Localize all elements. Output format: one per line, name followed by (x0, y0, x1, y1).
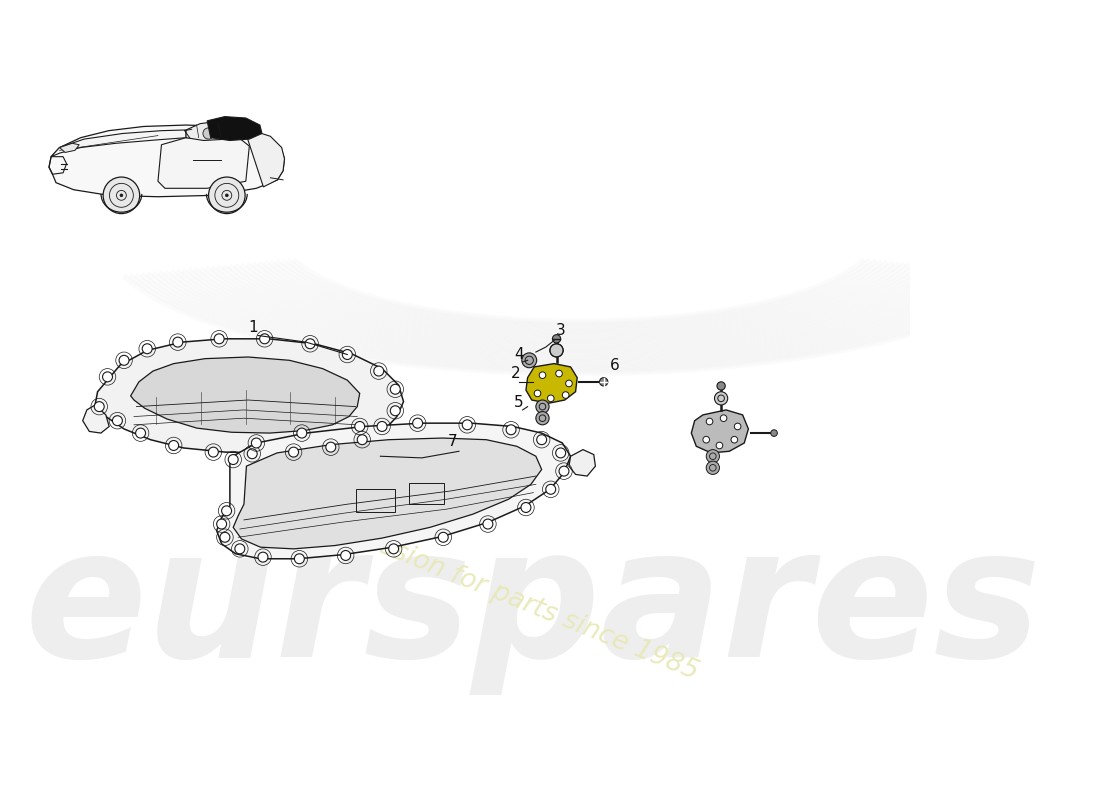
Text: 6: 6 (610, 358, 620, 374)
Polygon shape (233, 438, 541, 549)
Circle shape (706, 461, 719, 474)
Circle shape (168, 441, 178, 450)
Circle shape (226, 194, 228, 197)
Circle shape (355, 422, 365, 431)
Circle shape (556, 448, 565, 458)
Circle shape (600, 378, 608, 386)
Polygon shape (59, 143, 79, 153)
Polygon shape (526, 364, 578, 403)
Circle shape (556, 370, 562, 377)
Circle shape (462, 420, 472, 430)
Circle shape (717, 382, 725, 390)
Circle shape (535, 390, 541, 397)
Circle shape (258, 552, 268, 562)
Circle shape (377, 422, 387, 431)
Circle shape (548, 395, 554, 402)
Circle shape (706, 450, 719, 463)
Circle shape (228, 454, 239, 465)
Circle shape (341, 550, 351, 561)
Circle shape (220, 532, 230, 542)
Circle shape (288, 447, 298, 457)
Circle shape (536, 411, 549, 425)
Circle shape (142, 344, 152, 354)
Circle shape (536, 400, 549, 414)
Circle shape (438, 532, 448, 542)
Text: 3: 3 (556, 323, 565, 338)
Bar (355, 490, 395, 513)
Circle shape (326, 442, 336, 452)
Circle shape (735, 423, 741, 430)
Text: 1: 1 (249, 320, 257, 335)
Circle shape (297, 428, 307, 438)
Polygon shape (158, 138, 250, 188)
Circle shape (95, 402, 104, 411)
Circle shape (208, 447, 218, 457)
Circle shape (295, 554, 305, 564)
Circle shape (559, 466, 569, 476)
Circle shape (217, 519, 227, 529)
Circle shape (388, 544, 398, 554)
Text: 5: 5 (515, 394, 524, 410)
Circle shape (521, 502, 531, 513)
Circle shape (506, 425, 516, 434)
Polygon shape (131, 357, 360, 433)
Circle shape (305, 339, 315, 349)
Circle shape (235, 544, 245, 554)
Circle shape (209, 177, 245, 214)
Circle shape (539, 372, 546, 378)
Circle shape (102, 372, 112, 382)
Polygon shape (217, 423, 571, 558)
Polygon shape (95, 339, 404, 453)
Text: eurspares: eurspares (25, 518, 1042, 694)
Circle shape (483, 519, 493, 529)
Circle shape (260, 334, 270, 344)
Circle shape (716, 442, 723, 449)
Circle shape (703, 436, 710, 443)
Circle shape (720, 415, 727, 422)
Circle shape (112, 416, 122, 426)
Circle shape (202, 128, 215, 139)
Circle shape (412, 418, 422, 428)
Polygon shape (186, 121, 239, 141)
Circle shape (537, 434, 547, 445)
Polygon shape (245, 130, 285, 187)
Circle shape (120, 194, 123, 197)
Circle shape (252, 438, 262, 448)
Polygon shape (51, 130, 186, 157)
Circle shape (732, 436, 738, 443)
Polygon shape (569, 450, 595, 476)
Text: 2: 2 (512, 366, 520, 382)
Circle shape (135, 428, 145, 438)
Polygon shape (50, 125, 285, 197)
Circle shape (173, 337, 183, 347)
Circle shape (552, 334, 561, 343)
Bar (409, 482, 444, 504)
Circle shape (550, 344, 563, 357)
Polygon shape (691, 410, 748, 453)
Polygon shape (82, 405, 109, 433)
Circle shape (358, 434, 367, 445)
Circle shape (521, 353, 537, 368)
Circle shape (771, 430, 778, 436)
Text: a passion for parts since 1985: a passion for parts since 1985 (323, 512, 702, 685)
Circle shape (248, 449, 257, 458)
Polygon shape (207, 117, 262, 141)
Circle shape (706, 418, 713, 425)
Text: 4: 4 (515, 346, 524, 362)
Circle shape (221, 506, 231, 516)
Text: 7: 7 (448, 434, 458, 450)
Circle shape (374, 366, 384, 376)
Circle shape (390, 384, 400, 394)
Circle shape (562, 392, 569, 398)
Circle shape (715, 392, 728, 405)
Circle shape (390, 406, 400, 416)
Circle shape (565, 380, 572, 386)
Circle shape (103, 177, 140, 214)
Circle shape (119, 355, 129, 366)
Circle shape (214, 334, 224, 344)
Circle shape (546, 484, 556, 494)
Circle shape (342, 350, 352, 359)
